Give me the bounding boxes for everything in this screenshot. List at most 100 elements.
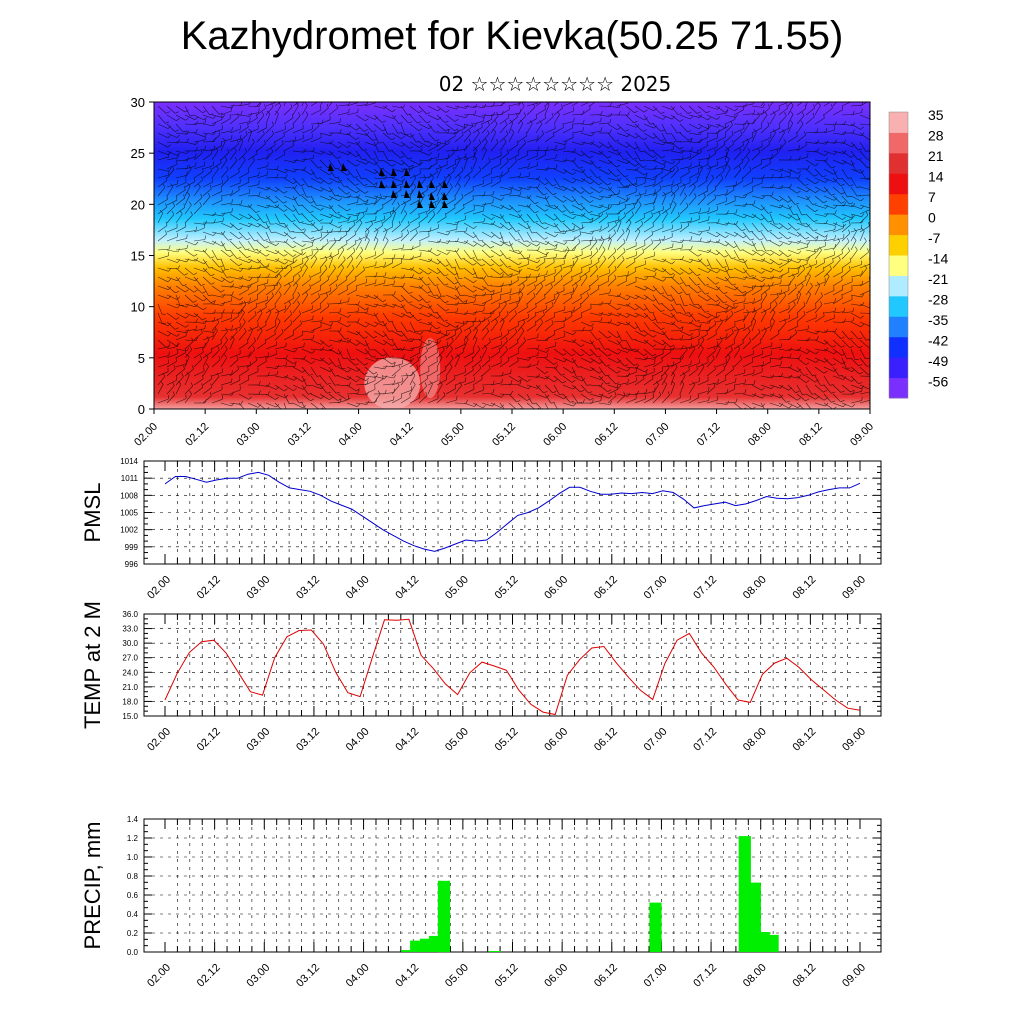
wind-barb-feather [162, 183, 166, 188]
wind-barb [697, 312, 708, 319]
wind-barb-feather [365, 227, 370, 232]
wind-barb-feather [454, 281, 459, 285]
wind-barb-feather [373, 182, 378, 185]
wind-barb [481, 231, 492, 238]
wind-barb [580, 231, 592, 235]
wind-barb-feather [599, 189, 603, 193]
wind-barb-feather [436, 357, 438, 362]
wind-barb [184, 267, 194, 276]
wind-barb [256, 107, 266, 116]
wind-barb-feather [652, 393, 654, 398]
wind-barb-feather [328, 181, 333, 185]
wind-barb [364, 255, 376, 260]
wind-barb-feather [220, 141, 222, 146]
wind-barb-feather [424, 382, 427, 387]
wind-barb-feather [295, 102, 299, 106]
wind-barb-feather [546, 252, 548, 257]
wind-barb-feather [764, 291, 768, 295]
wind-barb-feather [582, 169, 586, 173]
wind-barb [391, 330, 402, 337]
wind-barb-feather [681, 334, 684, 339]
wind-barb-feather [420, 252, 422, 257]
wind-barb-feather [447, 141, 451, 145]
wind-barb [715, 258, 724, 268]
wind-barb-feather [335, 375, 340, 377]
wind-barb-feather [676, 166, 679, 171]
wind-barb-feather [472, 289, 477, 293]
wind-barb-feather [726, 388, 729, 393]
wind-barb-feather [242, 156, 246, 161]
wind-barb-feather [686, 202, 689, 207]
wind-barb-feather [689, 115, 694, 120]
wind-barb [463, 380, 475, 386]
wind-barb-feather [624, 175, 629, 178]
wind-barb [733, 204, 745, 207]
wind-barb-feather [434, 284, 439, 286]
wind-barb [436, 312, 445, 322]
wind-barb-feather [240, 200, 243, 205]
wind-barb [481, 341, 491, 350]
wind-barb-feather [708, 154, 710, 159]
wind-barb-feather [479, 356, 482, 361]
wind-barb-feather [727, 165, 731, 169]
wind-barb [382, 132, 392, 141]
wind-barb-feather [285, 361, 288, 366]
wind-barb [445, 348, 453, 359]
wind-barb-feather [587, 176, 592, 178]
wind-barb [337, 339, 349, 343]
wind-barb-feather [727, 354, 731, 358]
wind-barb-feather [284, 388, 288, 392]
wind-barb-feather [579, 166, 583, 169]
wind-barb [661, 351, 672, 359]
wind-barb [202, 114, 214, 119]
wind-barb [202, 123, 214, 127]
wind-barb [769, 109, 780, 116]
wind-barb [355, 132, 367, 136]
wind-barb [274, 365, 286, 368]
wind-barb [526, 324, 537, 332]
wind-barb [724, 294, 734, 303]
wind-barb [373, 366, 385, 370]
wind-barb [274, 231, 286, 237]
wind-barb-feather [733, 299, 738, 303]
wind-barb-feather [258, 191, 261, 196]
wind-barb-feather [643, 109, 648, 113]
wind-barb-feather [183, 130, 188, 133]
wind-barb-feather [258, 171, 260, 176]
wind-barb-feather [321, 357, 325, 362]
wind-barb-feather [283, 190, 288, 194]
wind-barb [157, 267, 169, 272]
wind-barb-feather [186, 191, 190, 196]
wind-barb [301, 222, 313, 226]
wind-barb-feather [238, 263, 243, 267]
wind-barb-feather [600, 196, 604, 201]
wind-barb [346, 279, 357, 287]
wind-barb [733, 258, 745, 264]
wind-barb-feather [680, 380, 685, 384]
wind-barb [256, 157, 268, 161]
wind-barb [742, 267, 751, 277]
wind-barb [175, 248, 187, 251]
wind-barb-feather [597, 166, 602, 169]
wind-barb-feather [297, 291, 300, 296]
wind-barb [391, 381, 403, 386]
wind-barb [400, 339, 412, 342]
wind-barb [355, 303, 366, 311]
wind-barb-feather [635, 307, 639, 311]
wind-barb [301, 186, 307, 198]
wind-barb-feather [185, 315, 189, 319]
wind-barb [265, 307, 276, 314]
wind-barb-feather [737, 345, 741, 349]
wind-barb [157, 398, 169, 404]
wind-barb [634, 398, 646, 404]
wind-barb [535, 186, 544, 196]
wind-barb-feather [262, 130, 265, 135]
wind-barb [715, 285, 725, 295]
wind-barb-feather [348, 382, 351, 387]
wind-barb [202, 153, 213, 161]
wind-barb [688, 397, 699, 404]
wind-barb-feather [230, 280, 234, 284]
wind-barb [580, 150, 590, 159]
wind-barb [625, 321, 635, 329]
wind-barb-feather [204, 136, 206, 141]
